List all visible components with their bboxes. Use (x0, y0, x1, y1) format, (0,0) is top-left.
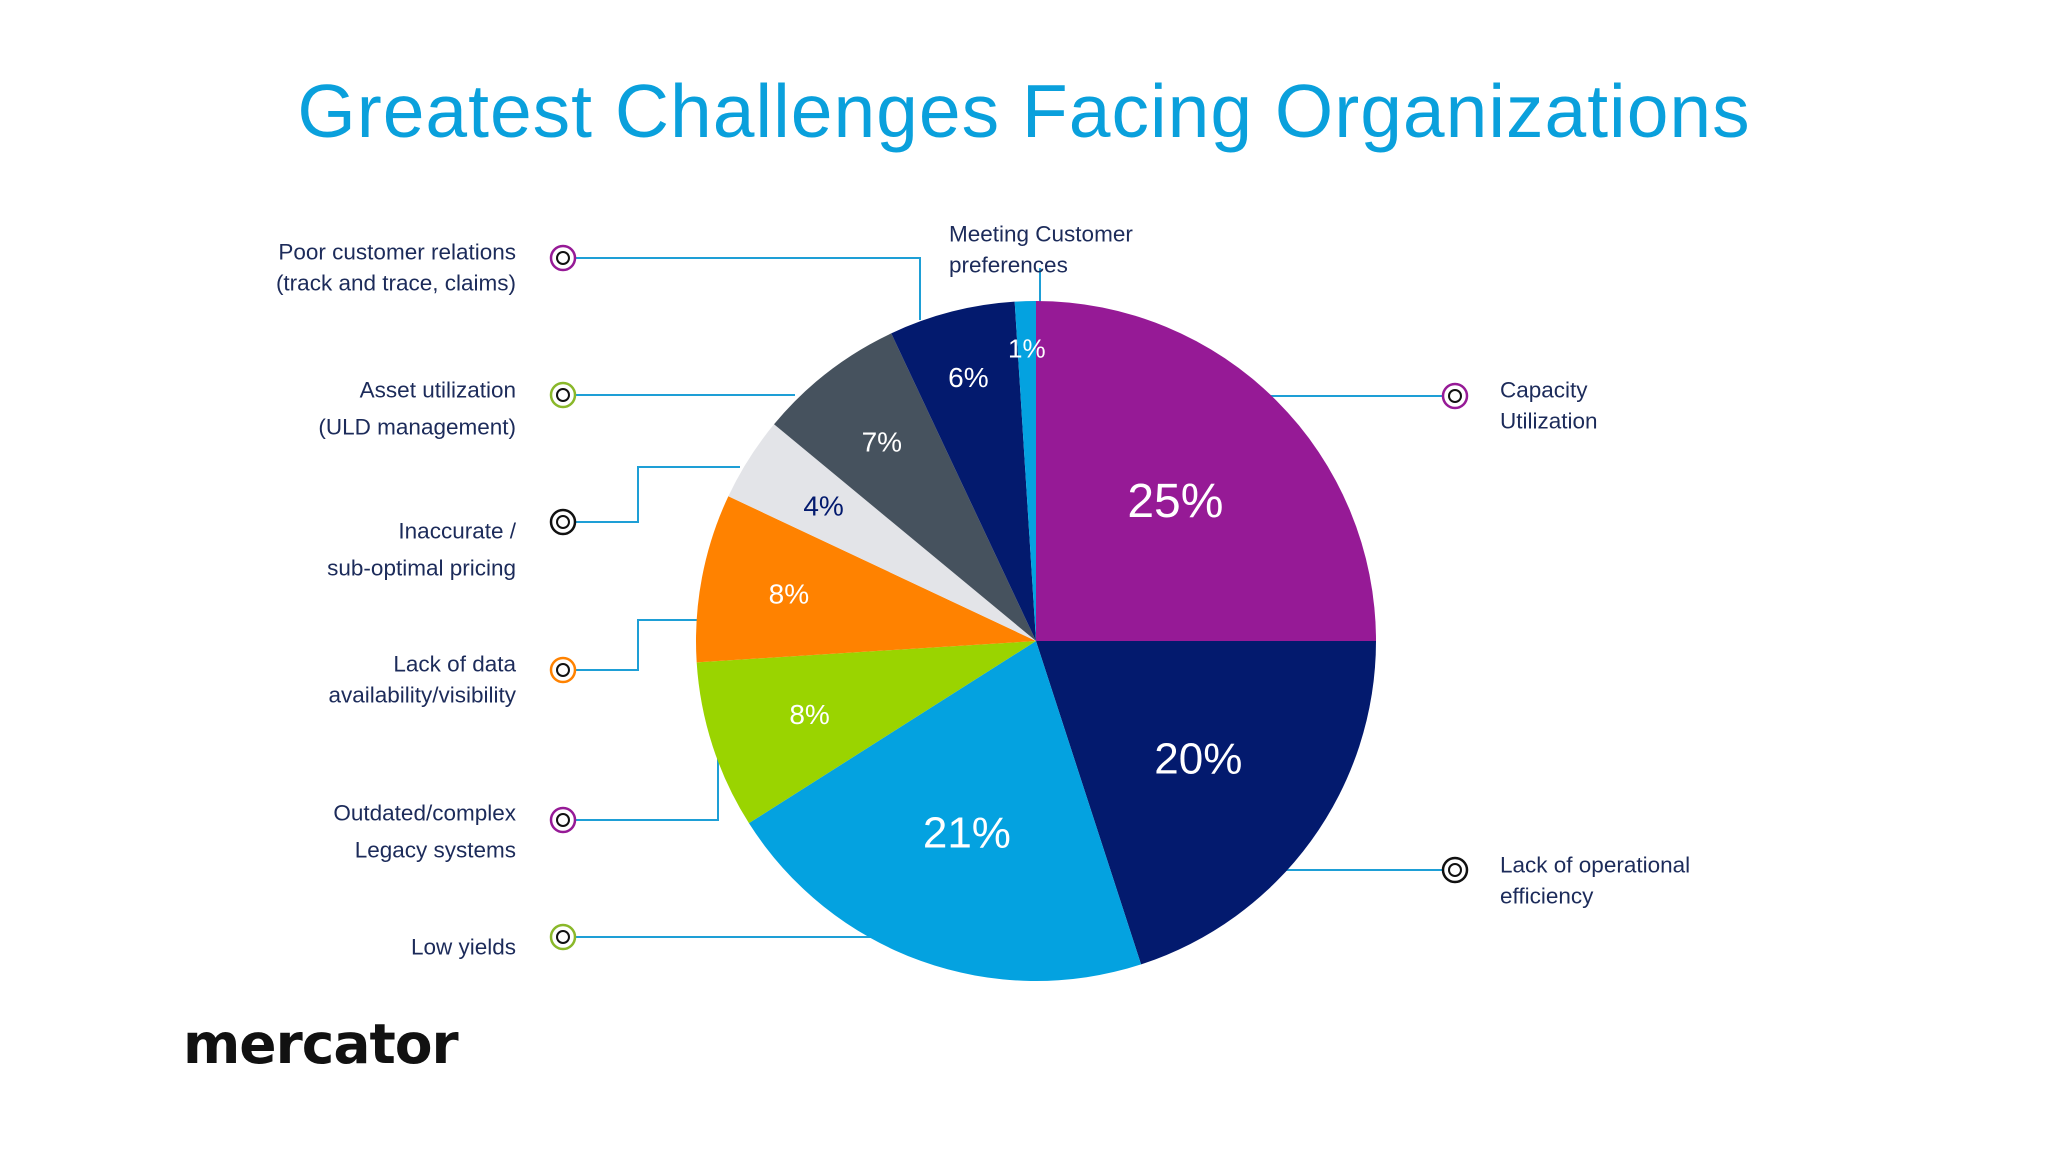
slice-percent-label: 8% (769, 578, 809, 609)
category-label: efficiency (1500, 884, 1594, 909)
category-label: Low yields (411, 935, 516, 960)
label-marker-dot (556, 813, 570, 827)
pie-slice (1014, 301, 1036, 641)
category-label: Legacy systems (355, 838, 516, 863)
slice-percent-label: 7% (862, 427, 902, 458)
connector-line (563, 257, 921, 320)
category-label: Lack of operational (1500, 853, 1690, 878)
label-marker-dot (556, 930, 570, 944)
category-label: preferences (949, 253, 1068, 278)
label-marker-dot (556, 388, 570, 402)
connector-lines (563, 257, 1455, 938)
category-label: (ULD management) (318, 415, 516, 440)
connector-line (563, 466, 740, 523)
pie-slice (696, 641, 1036, 824)
label-marker-dot (556, 515, 570, 529)
label-marker-dot (556, 663, 570, 677)
label-marker-dot (1448, 863, 1462, 877)
slice-percent-label: 20% (1154, 734, 1242, 783)
category-label: Poor customer relations (278, 240, 516, 265)
category-label: sub-optimal pricing (327, 556, 516, 581)
pie-slice (728, 424, 1036, 641)
category-label: Outdated/complex (333, 801, 516, 826)
percent-labels: 25% 20% 21% 8% 8% 4% 7% 6% 1% (769, 334, 1243, 858)
category-labels: Capacity Utilization Lack of operational ef… (276, 222, 1690, 960)
pie-slice (748, 641, 1142, 982)
slice-percent-label: 8% (789, 699, 829, 730)
category-label: Asset utilization (360, 378, 516, 403)
chart-title: Greatest Challenges Facing Organizations (297, 69, 1751, 153)
label-marker-dot (556, 251, 570, 265)
pie-slice (1036, 301, 1376, 641)
mercator-logo: mercator (183, 1012, 459, 1076)
category-label: Inaccurate / (398, 519, 516, 544)
pie-slice (695, 496, 1036, 663)
slice-percent-label: 21% (923, 808, 1011, 857)
pie-slices (695, 301, 1377, 982)
category-label: Capacity (1500, 378, 1588, 403)
category-label: Lack of data (393, 652, 516, 677)
pie-slice (891, 301, 1036, 641)
label-markers (549, 244, 1469, 951)
category-label: Utilization (1500, 409, 1598, 434)
pie-slice (1036, 641, 1377, 965)
slice-percent-label: 6% (948, 362, 988, 393)
slice-percent-label: 1% (1008, 334, 1046, 364)
pie-slice (774, 333, 1036, 641)
category-label: Meeting Customer (949, 222, 1133, 247)
slice-percent-label: 25% (1127, 475, 1223, 528)
slice-percent-label: 4% (803, 491, 843, 522)
label-marker-dot (1448, 389, 1462, 403)
connector-line (563, 758, 719, 821)
category-label: availability/visibility (328, 683, 516, 708)
connector-line (563, 619, 700, 671)
category-label: (track and trace, claims) (276, 271, 516, 296)
